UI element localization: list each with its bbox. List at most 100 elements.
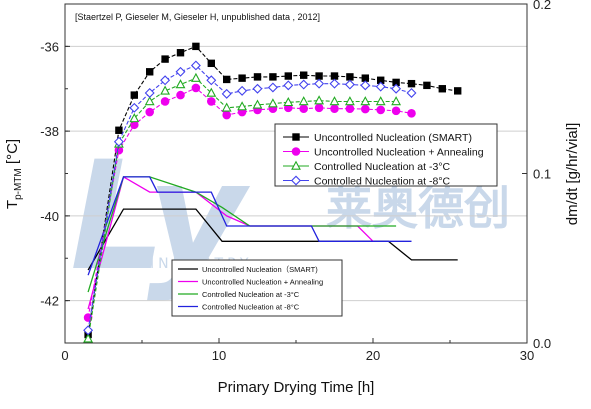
legend-rate-label-3: Controlled Nucleation at -8°C <box>202 303 300 312</box>
watermark-cjk: 莱奥德创 <box>326 181 510 235</box>
temperature-point-uncontrolled-nucleation-smart <box>130 91 139 99</box>
temperature-point-uncontrolled-nucleation-annealing <box>222 110 231 120</box>
legend-temperature-label-3: Controlled Nucleation at -8°C <box>314 176 451 188</box>
temperature-point-uncontrolled-nucleation-smart <box>315 72 323 80</box>
temperature-point-uncontrolled-nucleation-smart <box>115 126 123 134</box>
temperature-point-uncontrolled-nucleation-smart <box>330 72 339 80</box>
watermark: Ly 莱奥德创 INDUSTRY <box>70 130 510 304</box>
y2-tick-label-1: 0.1 <box>533 167 551 182</box>
y-tick-label-3: -42 <box>40 294 59 309</box>
temperature-point-controlled-nucleation-at-8-c <box>375 81 386 92</box>
rate-lines <box>87 175 458 310</box>
temperature-point-controlled-nucleation-at-8-c <box>406 88 417 98</box>
legend-rate: Uncontrolled Nucleation（SMART) Uncontroll… <box>171 259 343 317</box>
temperature-point-controlled-nucleation-at-8-c <box>221 88 232 99</box>
temperature-point-uncontrolled-nucleation-annealing <box>330 104 339 113</box>
y-tick-label-2: -40 <box>40 209 59 224</box>
temperature-point-controlled-nucleation-at-8-c <box>83 325 94 336</box>
temperature-point-controlled-nucleation-at-3-c <box>221 102 232 112</box>
y2-tick-label-2: 0.2 <box>533 0 551 12</box>
rate-line-uncontrolled-nucleation-smart <box>87 208 458 271</box>
y-axis-label-main: T <box>4 200 21 209</box>
legend-temperature-label-1: Uncontrolled Nucleation + Annealing <box>314 147 484 159</box>
temperature-point-uncontrolled-nucleation-smart <box>284 72 293 80</box>
temperature-point-controlled-nucleation-at-8-c <box>113 136 124 147</box>
temperature-point-uncontrolled-nucleation-smart <box>223 75 231 84</box>
temperature-point-controlled-nucleation-at-3-c <box>206 87 217 97</box>
y-tick-label-0: -36 <box>40 39 59 54</box>
temperature-point-controlled-nucleation-at-8-c <box>344 79 355 90</box>
temperature-lines <box>83 42 462 343</box>
temperature-point-uncontrolled-nucleation-smart <box>192 42 200 51</box>
temperature-point-controlled-nucleation-at-8-c <box>391 83 402 94</box>
temperature-point-controlled-nucleation-at-3-c <box>360 96 371 106</box>
temperature-point-controlled-nucleation-at-8-c <box>160 75 171 86</box>
y2-axis-label: dm/dt [g/hr/vial] <box>564 123 581 226</box>
temperature-point-uncontrolled-nucleation-annealing <box>345 104 355 113</box>
rate-line-controlled-nucleation-at-8-c <box>87 176 412 276</box>
temperature-point-controlled-nucleation-at-8-c <box>298 79 309 90</box>
temperature-point-controlled-nucleation-at-3-c <box>144 96 155 106</box>
temperature-point-uncontrolled-nucleation-annealing <box>145 107 154 117</box>
temperature-point-controlled-nucleation-at-3-c <box>83 333 94 343</box>
temperature-point-controlled-nucleation-at-8-c <box>329 78 340 89</box>
temperature-point-controlled-nucleation-at-3-c <box>160 85 171 95</box>
y-tick-label-1: -38 <box>40 124 59 139</box>
legend-temperature-marker-1 <box>291 147 301 156</box>
temperature-point-uncontrolled-nucleation-annealing <box>391 106 401 116</box>
temperature-point-controlled-nucleation-at-8-c <box>252 83 263 94</box>
temperature-point-uncontrolled-nucleation-annealing <box>361 104 370 114</box>
temperature-point-controlled-nucleation-at-8-c <box>144 88 155 98</box>
temperature-point-controlled-nucleation-at-3-c <box>314 95 325 105</box>
temperature-point-uncontrolled-nucleation-smart <box>454 87 462 95</box>
legend-temperature: Uncontrolled Nucleation (SMART) Uncontrol… <box>274 123 498 188</box>
temperature-point-controlled-nucleation-at-3-c <box>237 101 248 111</box>
temperature-point-uncontrolled-nucleation-smart <box>438 85 447 93</box>
temperature-point-controlled-nucleation-at-8-c <box>206 75 217 86</box>
temperature-point-controlled-nucleation-at-3-c <box>267 98 278 108</box>
x-tick-label-0: 0 <box>61 348 68 363</box>
legend-temperature-marker-3 <box>291 175 301 186</box>
temperature-point-uncontrolled-nucleation-annealing <box>299 104 309 113</box>
temperature-point-uncontrolled-nucleation-smart <box>346 73 354 81</box>
temperature-point-controlled-nucleation-at-3-c <box>298 96 309 106</box>
y2-tick-label-0: 0.0 <box>533 336 551 351</box>
y-axis-label: Tp-MTM [°C] <box>4 139 24 209</box>
x-tick-label-1: 10 <box>212 348 226 363</box>
temperature-point-uncontrolled-nucleation-annealing <box>314 103 324 113</box>
temperature-point-controlled-nucleation-at-3-c <box>175 79 186 89</box>
temperature-point-controlled-nucleation-at-3-c <box>283 96 294 107</box>
legend-rate-label-2: Controlled Nucleation at -3°C <box>202 290 300 299</box>
temperature-point-uncontrolled-nucleation-smart <box>423 81 431 90</box>
temperature-point-controlled-nucleation-at-8-c <box>175 66 186 77</box>
x-axis-label: Primary Drying Time [h] <box>218 379 375 396</box>
temperature-point-controlled-nucleation-at-3-c <box>329 96 340 106</box>
temperature-point-uncontrolled-nucleation-annealing <box>176 90 185 100</box>
temperature-point-controlled-nucleation-at-3-c <box>344 96 355 106</box>
temperature-point-controlled-nucleation-at-8-c <box>360 80 371 91</box>
temperature-point-controlled-nucleation-at-3-c <box>375 96 386 106</box>
legend-rate-label-0: Uncontrolled Nucleation（SMART) <box>202 265 318 274</box>
temperature-point-controlled-nucleation-at-8-c <box>237 85 248 96</box>
temperature-point-uncontrolled-nucleation-smart <box>407 79 416 88</box>
x-tick-label-2: 20 <box>366 348 380 363</box>
temperature-point-uncontrolled-nucleation-smart <box>253 73 262 81</box>
legend-temperature-label-2: Controlled Nucleation at -3°C <box>314 161 451 173</box>
temperature-point-uncontrolled-nucleation-annealing <box>207 97 216 106</box>
x-tick-label-3: 30 <box>520 348 534 363</box>
temperature-point-uncontrolled-nucleation-smart <box>300 71 308 79</box>
temperature-point-uncontrolled-nucleation-smart <box>146 68 154 76</box>
temperature-point-controlled-nucleation-at-8-c <box>283 80 294 91</box>
temperature-point-controlled-nucleation-at-8-c <box>267 82 278 93</box>
legend-temperature-label-0: Uncontrolled Nucleation (SMART) <box>314 132 472 144</box>
temperature-point-controlled-nucleation-at-8-c <box>314 78 325 89</box>
temperature-point-uncontrolled-nucleation-smart <box>207 59 216 68</box>
temperature-point-uncontrolled-nucleation-annealing <box>407 109 416 118</box>
source-note: [Staertzel P, Gieseler M, Gieseler H, un… <box>75 12 320 22</box>
temperature-point-uncontrolled-nucleation-annealing <box>376 105 386 115</box>
temperature-point-uncontrolled-nucleation-smart <box>161 55 169 63</box>
temperature-point-controlled-nucleation-at-3-c <box>190 72 201 82</box>
temperature-point-uncontrolled-nucleation-annealing <box>160 97 170 106</box>
legend-temperature-marker-2 <box>291 160 301 170</box>
